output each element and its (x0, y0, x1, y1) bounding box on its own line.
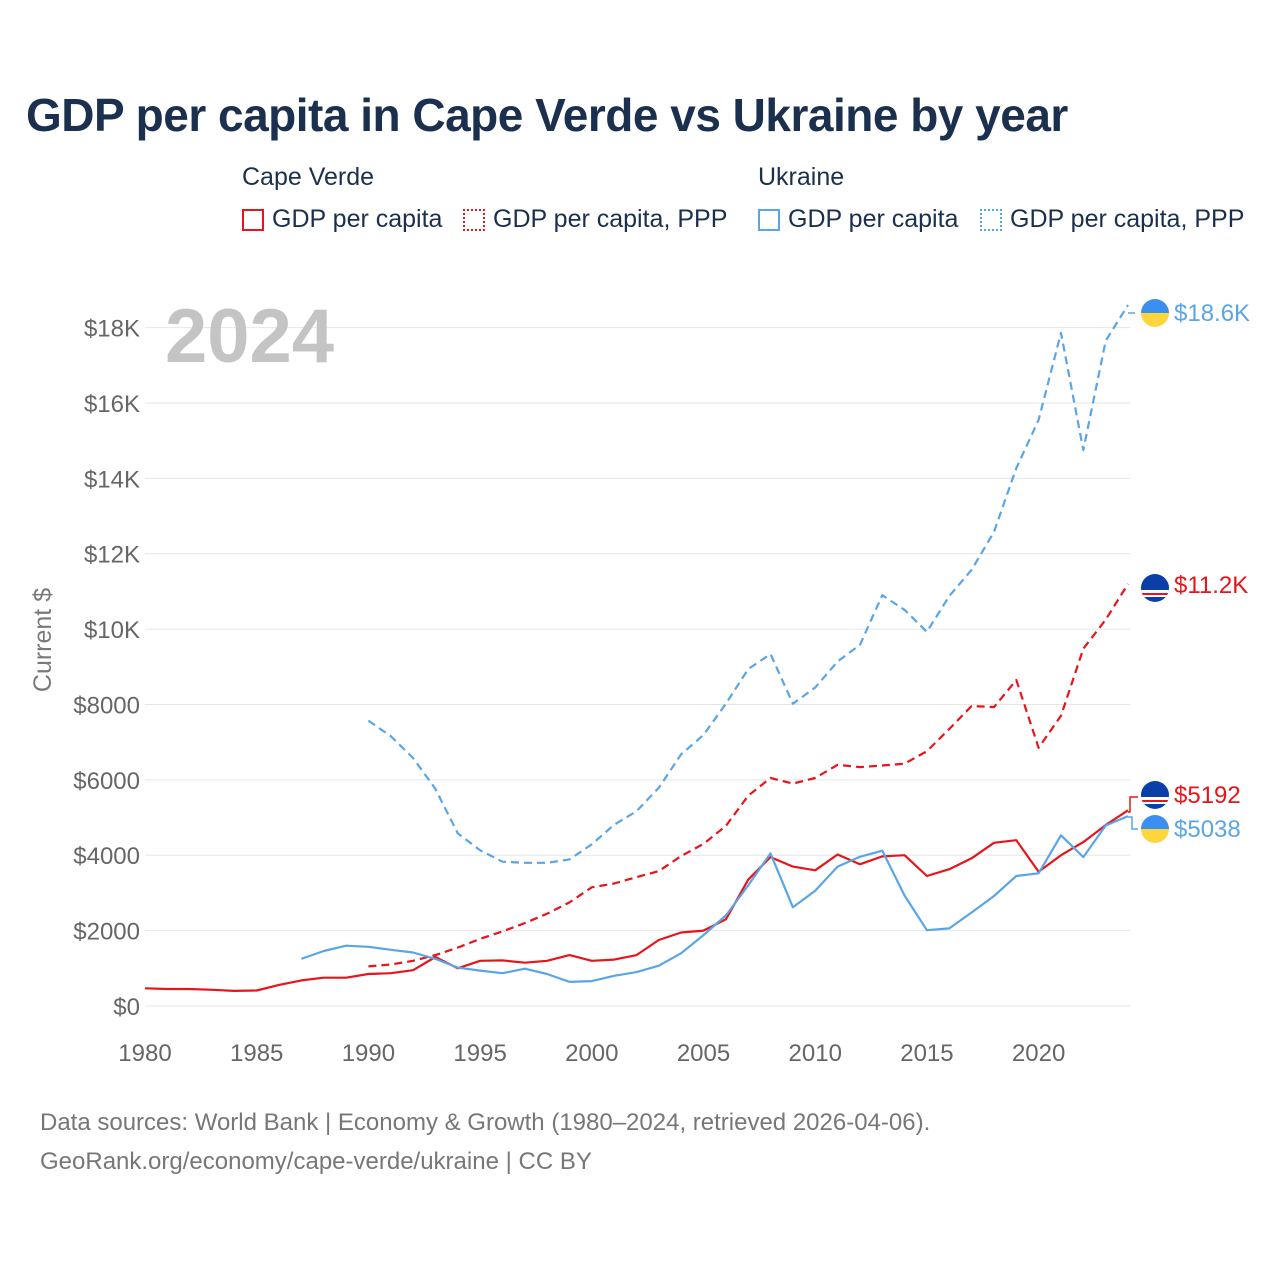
legend-ukraine-gdp-ppp[interactable]: GDP per capita, PPP (980, 205, 1244, 234)
y-tick-label: $12K (84, 542, 140, 569)
y-tick-label: $10K (84, 617, 140, 644)
y-tick-label: $8000 (73, 692, 140, 719)
ukraine-flag-icon (1141, 299, 1169, 327)
cape-verde-flag-icon (1141, 574, 1169, 602)
legend-cape-verde-gdp[interactable]: GDP per capita (242, 205, 442, 234)
connector-cape-verde-gdp (1128, 796, 1138, 813)
ukraine-flag-icon (1141, 815, 1169, 843)
legend-group-ukraine: Ukraine (758, 163, 845, 191)
footer-attribution: GeoRank.org/economy/cape-verde/ukraine |… (40, 1148, 592, 1175)
legend-label: GDP per capita, PPP (1010, 205, 1245, 233)
grid-layer (145, 327, 1130, 1007)
series-line-3[interactable] (367, 304, 1129, 864)
x-tick-label: 1985 (230, 1040, 283, 1067)
series-line-0[interactable] (144, 809, 1129, 992)
x-tick-label: 2000 (565, 1040, 618, 1067)
series-line-2[interactable] (301, 815, 1129, 983)
x-tick-label: 2015 (900, 1040, 953, 1067)
y-tick-label: $2000 (73, 919, 140, 946)
end-label-ukraine-gdp: $5038 (1174, 816, 1241, 843)
y-tick-label: $4000 (73, 843, 140, 870)
line-chart: $0 $2000 $4000 $6000 $8000 $10K $12K $14K $16K $1… (29, 294, 1250, 1067)
legend-group-cape-verde: Cape Verde (242, 163, 375, 191)
y-tick-label: $0 (113, 994, 140, 1021)
x-tick-label: 2010 (789, 1040, 842, 1067)
series-line-1[interactable] (368, 583, 1129, 968)
legend-swatch-solid (242, 208, 264, 231)
legend-swatch-dotted (463, 208, 485, 231)
x-tick-label: 2020 (1012, 1040, 1065, 1067)
y-tick-label: $16K (84, 391, 140, 418)
axis-layer: $0 $2000 $4000 $6000 $8000 $10K $12K $14K $16K $1… (73, 316, 1065, 1067)
legend-swatch-dotted (980, 208, 1002, 231)
legend-ukraine-gdp[interactable]: GDP per capita (758, 205, 958, 234)
y-tick-label: $6000 (73, 768, 140, 795)
end-labels-layer: $18.6K $11.2K $5192 (1128, 299, 1250, 843)
x-tick-label: 1990 (342, 1040, 395, 1067)
x-tick-label: 2005 (677, 1040, 730, 1067)
chart-title: GDP per capita in Cape Verde vs Ukraine … (26, 89, 1068, 141)
y-tick-label: $14K (84, 466, 140, 493)
y-axis-title: Current $ (29, 588, 57, 692)
end-label-ukraine-ppp: $18.6K (1174, 300, 1250, 327)
x-tick-label: 1980 (118, 1040, 171, 1067)
end-label-cape-verde-ppp: $11.2K (1174, 572, 1248, 599)
series-layer (144, 304, 1129, 992)
footer-sources: Data sources: World Bank | Economy & Gro… (40, 1109, 931, 1136)
y-tick-label: $18K (84, 316, 140, 343)
end-label-cape-verde-gdp: $5192 (1174, 782, 1241, 809)
year-watermark: 2024 (165, 294, 334, 379)
legend-swatch-solid (758, 208, 780, 231)
legend-label: GDP per capita (788, 205, 959, 233)
cape-verde-flag-icon (1141, 781, 1169, 809)
x-tick-label: 1995 (453, 1040, 506, 1067)
legend-label: GDP per capita, PPP (493, 205, 728, 233)
connector-ukraine-gdp (1128, 816, 1138, 830)
legend-label: GDP per capita (272, 205, 443, 233)
legend-cape-verde-gdp-ppp[interactable]: GDP per capita, PPP (463, 205, 727, 234)
